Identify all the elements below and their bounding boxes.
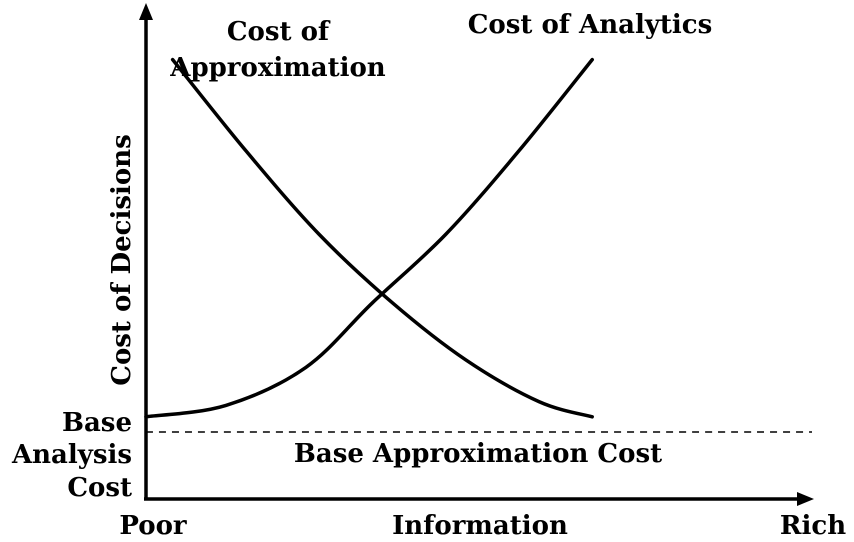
series-layer xyxy=(144,57,812,433)
series-label-analytics: Cost of Analytics xyxy=(468,10,713,40)
y-axis-arrowhead xyxy=(139,3,153,20)
series-label-base-approximation: Base Approximation Cost xyxy=(294,439,662,469)
y-baseline-label-line1: Base xyxy=(62,408,132,438)
y-axis-label: Cost of Decisions xyxy=(107,134,137,386)
series-line-cost-of-analytics xyxy=(144,57,594,419)
y-baseline-label-line3: Cost xyxy=(67,473,132,503)
x-tick-label-poor: Poor xyxy=(119,511,187,541)
series-line-cost-of-approximation xyxy=(170,57,594,419)
x-axis-arrowhead xyxy=(797,492,814,506)
series-label-approximation-line2: Approximation xyxy=(169,53,386,83)
y-baseline-label-line2: Analysis xyxy=(11,440,132,470)
series-label-approximation-line1: Cost of xyxy=(227,17,331,47)
x-tick-label-rich: Rich xyxy=(780,511,846,541)
x-axis-label: Information xyxy=(392,511,568,541)
